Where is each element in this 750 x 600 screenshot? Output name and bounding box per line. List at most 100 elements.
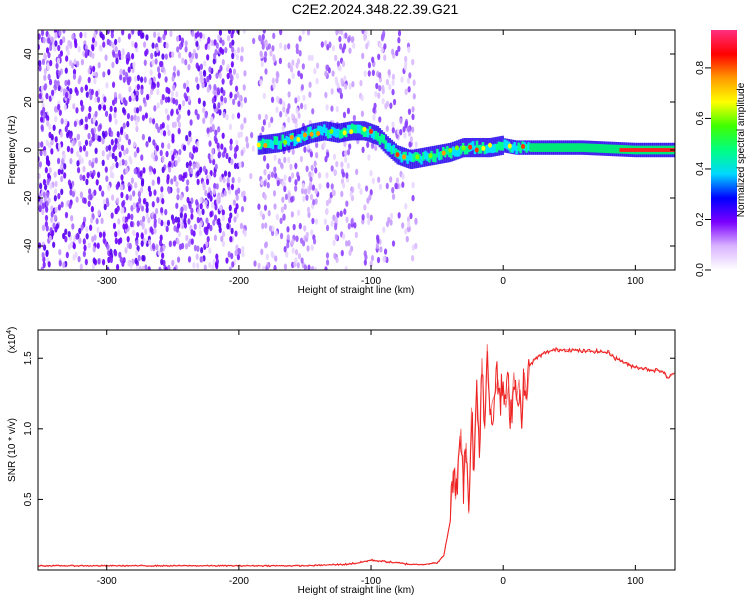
spectrogram-cell (401, 222, 405, 229)
spectrogram-cell (190, 213, 194, 220)
spectrogram-cell (331, 189, 335, 196)
spectrogram-cell (151, 242, 156, 250)
spectrogram-cell (252, 37, 256, 45)
spectrogram-ridge-cell (448, 148, 451, 158)
spectrogram-cell (294, 162, 298, 170)
y-tick-label: -20 (23, 190, 34, 205)
spectrogram-cell (221, 39, 225, 47)
spectrogram-cell (117, 143, 121, 150)
spectrogram-hotspot (256, 142, 261, 148)
spectrogram-ridge-cell (446, 146, 449, 155)
spectrogram-cell (135, 265, 139, 270)
spectrogram-cell (345, 200, 349, 207)
spectrogram-ridge-cell (564, 143, 568, 152)
spectrogram-cell (151, 118, 156, 125)
spectrogram-ridge-cell (596, 143, 600, 153)
spectrogram-cell (403, 64, 408, 71)
spectrogram-cell (143, 238, 147, 245)
spectrogram-cell (389, 176, 393, 183)
spectrogram-ridge-cell (475, 140, 479, 150)
spectrogram-cell (355, 168, 359, 176)
spectrogram-cell (181, 100, 186, 107)
spectrogram-cell (113, 97, 118, 104)
spectrogram-cell (203, 60, 207, 67)
spectrogram-cell (265, 253, 269, 260)
spectrogram-ridge-cell (576, 143, 580, 152)
spectrogram-cell (174, 216, 178, 223)
spectrogram-cell (120, 126, 124, 133)
spectrogram-cell (185, 79, 190, 87)
spectrogram-cell (205, 240, 209, 248)
spectrogram-cell (300, 102, 304, 110)
spectrogram-cell (346, 107, 351, 115)
spectrogram-hotspot (487, 142, 492, 148)
spectrogram-cell (60, 175, 64, 183)
spectrogram-cell (310, 171, 315, 178)
spectrogram-ridge-cell (570, 143, 574, 152)
spectrogram-cell (133, 151, 137, 158)
spectrogram-cell (211, 148, 215, 155)
spectrogram-ridge-cell (329, 129, 332, 138)
spectrogram-cell (194, 109, 198, 116)
spectrogram-ridge-cell (432, 153, 435, 162)
spectrogram-cell (360, 110, 365, 117)
spectrogram-cell (260, 178, 264, 186)
spectrogram-ridge-cell (551, 143, 554, 152)
spectrogram-cell (110, 139, 114, 146)
spectrogram-cell (406, 216, 411, 223)
spectrogram-cell (271, 225, 275, 232)
spectrogram-cell (228, 68, 232, 75)
spectrogram-cell (135, 107, 140, 114)
spectrogram-cell (140, 232, 144, 240)
spectrogram-ridge-cell (537, 143, 540, 152)
colorbar-tick-label: 0.8 (695, 61, 706, 75)
spectrogram-cell (122, 216, 126, 223)
spectrogram-cell (363, 204, 367, 211)
spectrogram-cell (119, 256, 123, 263)
spectrogram-cell (182, 144, 187, 152)
spectrogram-cell (83, 197, 87, 205)
spectrogram-cell (92, 169, 96, 177)
spectrogram-cell (147, 136, 152, 143)
spectrogram-ridge-cell (338, 130, 342, 139)
spectrogram-ridge-cell (267, 139, 271, 149)
spectrogram-cell (98, 184, 102, 192)
spectrogram-cell (363, 259, 367, 266)
spectrogram-cell (68, 202, 72, 209)
spectrogram-cell (121, 30, 125, 36)
spectrogram-cell (69, 183, 73, 190)
spectrogram-cell (341, 171, 346, 178)
spectrogram-cell (378, 84, 382, 92)
spectrogram-cell (41, 58, 46, 66)
spectrogram-cell (98, 103, 102, 111)
spectrogram-cell (53, 171, 57, 178)
spectrogram-cell (324, 266, 328, 270)
spectrogram-cell (240, 46, 244, 53)
spectrogram-cell (80, 157, 84, 164)
spectrogram-cell (184, 59, 188, 66)
spectrogram-cell (39, 149, 43, 157)
spectrogram-cell (364, 253, 368, 261)
spectrogram-cell (164, 76, 168, 83)
spectrogram-cell (108, 127, 112, 134)
spectrogram-ridge-cell (420, 155, 423, 165)
spectrogram-cell (161, 53, 165, 60)
spectrogram-cell (346, 162, 350, 169)
spectrogram-cell (54, 206, 58, 214)
spectrogram-cell (72, 139, 76, 146)
spectrogram-cell (289, 163, 293, 171)
spectrogram-cell (195, 146, 199, 153)
spectrogram-cell (325, 252, 330, 259)
spectrogram-cell (107, 68, 111, 76)
spectrogram-cell (106, 200, 110, 208)
spectrogram-cell (313, 266, 318, 270)
spectrogram-ridge-cell (499, 141, 503, 151)
spectrogram-cell (206, 86, 210, 93)
spectrogram-cell (266, 163, 270, 170)
spectrogram-cell (378, 72, 382, 79)
spectrogram-cell (284, 193, 289, 201)
spectrogram-cell (130, 177, 134, 184)
spectrogram-cell (235, 53, 239, 61)
spectrogram-cell (170, 90, 175, 98)
